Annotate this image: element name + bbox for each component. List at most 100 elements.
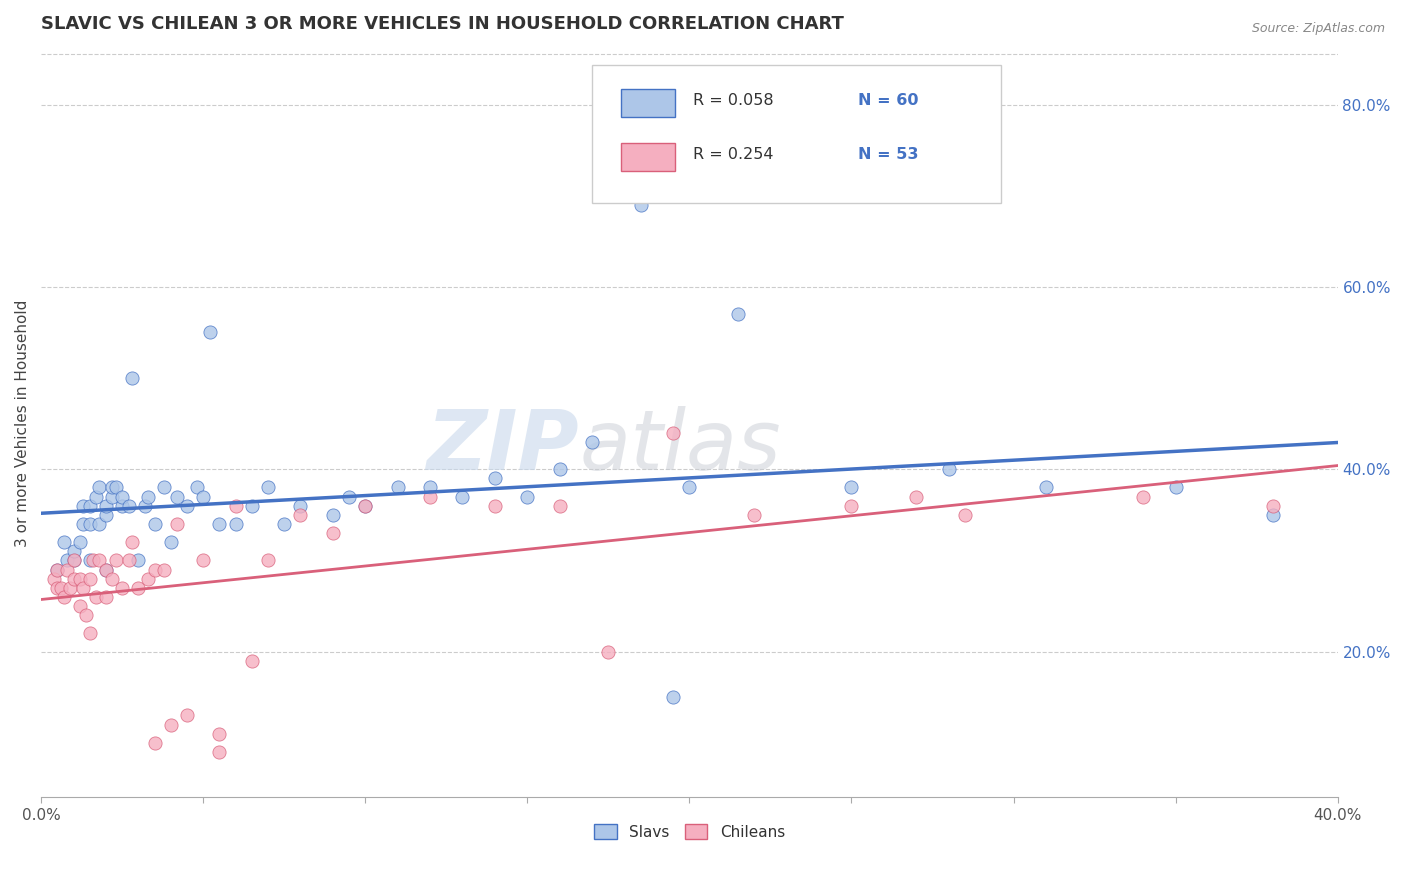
Point (727, 307, 749, 321)
Point (153, 562, 176, 576)
Point (94, 562, 117, 576)
Point (176, 708, 198, 723)
Text: R = 0.058: R = 0.058 (693, 93, 773, 108)
Point (111, 490, 134, 504)
Point (662, 425, 685, 440)
Point (46, 562, 69, 576)
Point (52, 590, 75, 604)
Point (953, 508, 976, 522)
Point (94, 508, 117, 522)
Point (419, 490, 441, 504)
Point (257, 480, 280, 494)
Text: N = 60: N = 60 (858, 93, 918, 108)
Point (46, 562, 69, 576)
Point (42, 572, 65, 586)
Point (117, 553, 139, 567)
Point (89, 516, 111, 531)
Point (322, 526, 344, 541)
Point (69, 599, 91, 613)
Point (166, 516, 188, 531)
Point (1035, 480, 1057, 494)
Point (548, 499, 571, 513)
Point (79, 572, 101, 586)
Point (240, 499, 263, 513)
Point (598, 644, 620, 658)
Point (111, 581, 134, 595)
Point (548, 462, 571, 476)
Point (56, 553, 79, 567)
Point (841, 499, 863, 513)
Y-axis label: 3 or more Vehicles in Household: 3 or more Vehicles in Household (15, 300, 30, 548)
Point (938, 462, 960, 476)
FancyBboxPatch shape (620, 88, 675, 117)
Point (101, 480, 124, 494)
FancyBboxPatch shape (592, 65, 1001, 203)
Point (290, 508, 312, 522)
Point (290, 499, 312, 513)
Point (94, 562, 117, 576)
Point (72, 516, 94, 531)
Point (69, 535, 91, 549)
Text: ZIP: ZIP (426, 406, 579, 486)
Point (208, 745, 231, 759)
Text: SLAVIC VS CHILEAN 3 OR MORE VEHICLES IN HOUSEHOLD CORRELATION CHART: SLAVIC VS CHILEAN 3 OR MORE VEHICLES IN … (41, 15, 844, 33)
Point (198, 326, 221, 340)
Point (84, 490, 107, 504)
Point (72, 499, 94, 513)
Point (94, 499, 117, 513)
Point (193, 553, 215, 567)
Point (451, 490, 474, 504)
Point (101, 490, 124, 504)
Point (208, 726, 231, 740)
Point (1261, 499, 1284, 513)
Point (62, 572, 84, 586)
Point (136, 490, 159, 504)
Point (322, 508, 344, 522)
Point (79, 626, 101, 640)
Point (159, 717, 181, 731)
Point (79, 553, 101, 567)
Point (59, 581, 82, 595)
Point (484, 499, 506, 513)
Point (1261, 508, 1284, 522)
Point (89, 480, 111, 494)
Point (79, 516, 101, 531)
Point (630, 198, 652, 212)
Point (678, 480, 700, 494)
Point (62, 553, 84, 567)
Point (62, 544, 84, 558)
Point (72, 581, 94, 595)
FancyBboxPatch shape (620, 143, 675, 171)
Point (117, 499, 139, 513)
Point (56, 562, 79, 576)
Point (121, 371, 143, 385)
Point (166, 490, 188, 504)
Point (159, 535, 181, 549)
Text: R = 0.254: R = 0.254 (693, 147, 773, 162)
Text: atlas: atlas (579, 406, 780, 486)
Point (104, 553, 127, 567)
Point (134, 499, 156, 513)
Point (905, 490, 928, 504)
Point (484, 471, 506, 485)
Point (387, 480, 409, 494)
Point (208, 516, 231, 531)
Point (354, 499, 377, 513)
Point (104, 480, 127, 494)
Point (186, 480, 208, 494)
Point (101, 572, 124, 586)
Point (84, 590, 107, 604)
Point (46, 581, 69, 595)
Point (82, 553, 104, 567)
Point (153, 480, 176, 494)
Point (240, 654, 263, 668)
Point (143, 516, 166, 531)
Point (69, 572, 91, 586)
Point (52, 535, 75, 549)
Point (225, 516, 247, 531)
Point (662, 690, 685, 705)
Point (121, 535, 143, 549)
Point (354, 499, 377, 513)
Legend: Slavs, Chileans: Slavs, Chileans (588, 818, 792, 846)
Point (742, 508, 765, 522)
